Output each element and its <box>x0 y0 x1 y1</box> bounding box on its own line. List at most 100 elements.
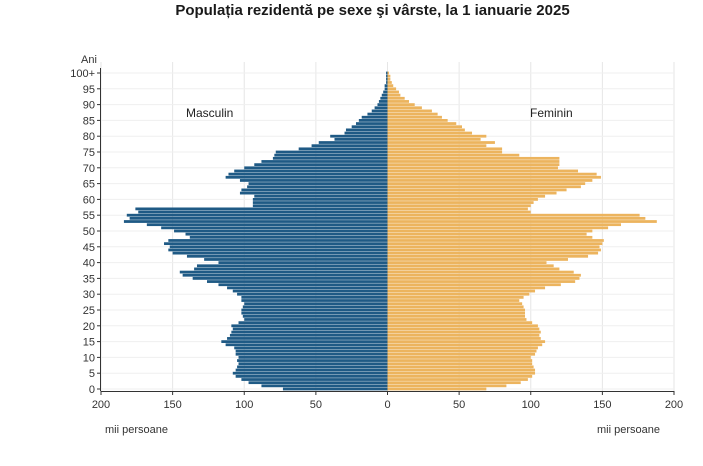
male-bar-age-60 <box>252 198 388 201</box>
female-bar-age-36 <box>387 273 581 277</box>
female-bar-age-46 <box>387 242 603 246</box>
female-bar-age-69 <box>387 169 579 173</box>
female-bar-age-35 <box>387 277 580 280</box>
male-bar-age-47 <box>168 239 388 242</box>
male-bar-age-14 <box>225 343 388 347</box>
female-bar-age-80 <box>387 134 487 138</box>
x-tick-label: 50 <box>453 399 465 411</box>
female-bar-age-65 <box>387 182 586 185</box>
female-bar-age-98 <box>387 77 391 81</box>
male-bar-age-22 <box>244 318 388 321</box>
male-bar-age-26 <box>242 305 388 309</box>
y-tick-label: 40 <box>83 258 95 270</box>
x-tick-label: 100 <box>522 399 540 411</box>
male-bar-age-18 <box>231 330 388 334</box>
male-bar-age-65 <box>248 182 388 185</box>
male-bar-age-92 <box>380 96 388 100</box>
female-bar-age-42 <box>387 254 589 258</box>
female-bar-age-41 <box>387 258 568 261</box>
male-bar-age-24 <box>241 311 388 315</box>
male-bar-age-23 <box>242 314 388 318</box>
female-bar-age-27 <box>387 302 523 306</box>
male-bar-age-44 <box>168 248 388 252</box>
female-bar-age-43 <box>387 251 599 255</box>
male-bar-age-58 <box>252 204 388 208</box>
male-bar-age-49 <box>185 232 388 236</box>
y-tick-label: 75 <box>83 147 95 159</box>
female-bar-age-23 <box>387 314 526 318</box>
female-bar-age-64 <box>387 185 581 189</box>
y-tick-label: 0 <box>89 384 95 396</box>
y-axis-label: Ani <box>81 54 97 66</box>
female-bar-age-37 <box>387 270 574 274</box>
female-bar-age-75 <box>387 150 503 154</box>
male-bar-age-64 <box>247 185 388 189</box>
male-bars <box>123 71 388 391</box>
female-bar-age-78 <box>387 141 495 144</box>
x-tick-label: 200 <box>92 399 110 411</box>
male-bar-age-4 <box>235 374 388 378</box>
female-bar-age-90 <box>387 103 415 106</box>
female-bar-age-33 <box>387 283 561 287</box>
female-bar-age-38 <box>387 267 560 271</box>
male-bar-age-21 <box>238 321 388 325</box>
female-bar-age-18 <box>387 330 541 334</box>
y-tick-label: 55 <box>83 210 95 222</box>
female-bar-age-89 <box>387 106 422 110</box>
female-bar-age-88 <box>387 109 432 113</box>
female-bar-age-44 <box>387 248 601 252</box>
female-bar-age-17 <box>387 333 540 337</box>
female-bar-age-93 <box>387 93 401 97</box>
female-bar-age-4 <box>387 374 533 378</box>
female-bar-age-49 <box>387 232 587 236</box>
male-bar-age-55 <box>126 213 388 217</box>
female-bar-age-63 <box>387 188 567 192</box>
y-tick-label: 80 <box>83 131 95 143</box>
male-bar-age-51 <box>161 226 388 230</box>
y-tick-label: 15 <box>83 337 95 349</box>
male-bar-age-88 <box>371 109 388 113</box>
male-bar-age-86 <box>361 115 388 119</box>
male-bar-age-17 <box>229 333 388 337</box>
male-bar-age-46 <box>164 242 388 246</box>
male-bar-age-29 <box>241 295 388 299</box>
male-bar-age-79 <box>334 137 388 141</box>
female-bar-age-77 <box>387 144 487 148</box>
female-bar-age-8 <box>387 362 533 366</box>
male-bar-age-30 <box>237 292 388 296</box>
female-bar-age-48 <box>387 235 593 239</box>
female-bar-age-0 <box>387 387 487 391</box>
female-bar-age-53 <box>387 220 657 223</box>
male-bar-age-84 <box>355 122 388 125</box>
female-bar-age-34 <box>387 280 576 283</box>
male-bar-age-74 <box>274 153 388 157</box>
male-bar-age-34 <box>207 280 388 283</box>
female-bar-age-87 <box>387 112 438 116</box>
male-bar-age-43 <box>172 251 388 255</box>
male-bar-age-76 <box>298 147 388 151</box>
male-bar-age-94 <box>383 90 388 94</box>
female-bar-age-6 <box>387 368 536 372</box>
female-bar-age-83 <box>387 125 462 129</box>
female-bar-age-9 <box>387 359 533 362</box>
female-bar-age-26 <box>387 305 524 309</box>
male-bar-age-32 <box>227 286 388 290</box>
female-bar-age-30 <box>387 292 530 296</box>
male-bar-age-93 <box>381 93 388 97</box>
y-tick-label: 25 <box>83 305 95 317</box>
female-bar-age-10 <box>387 356 531 359</box>
y-tick-label: 35 <box>83 273 95 285</box>
female-bar-age-29 <box>387 295 524 299</box>
female-bar-age-13 <box>387 346 538 350</box>
male-bar-age-8 <box>238 362 388 366</box>
y-tick-label: 95 <box>83 84 95 96</box>
female-bar-age-58 <box>387 204 531 208</box>
male-bar-age-48 <box>189 235 388 239</box>
female-bar-age-61 <box>387 194 546 198</box>
female-bar-age-16 <box>387 337 541 340</box>
male-bar-age-25 <box>241 308 388 312</box>
female-bar-age-82 <box>387 128 465 132</box>
male-bar-age-89 <box>374 106 388 110</box>
male-bar-age-75 <box>275 150 388 154</box>
x-tick-label: 200 <box>665 399 683 411</box>
